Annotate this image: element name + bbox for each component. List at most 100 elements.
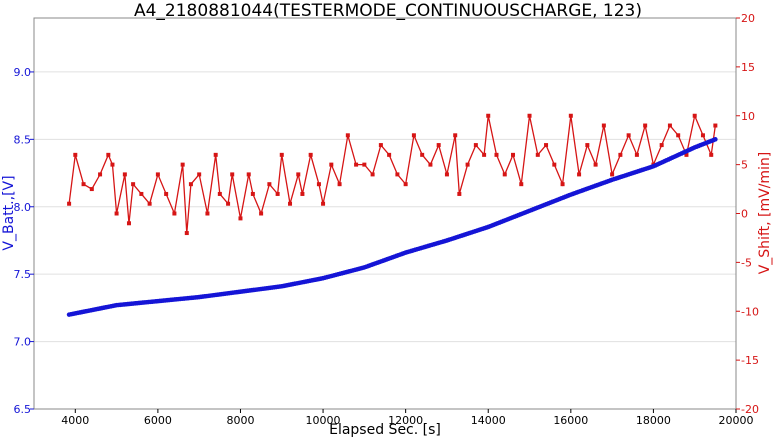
point-v-shift [213,152,218,157]
y-left-tick-label: 8.5 [14,133,32,146]
point-v-shift [473,143,478,148]
point-v-shift [337,182,342,187]
point-v-shift [713,123,718,128]
x-axis-label: Elapsed Sec. [s] [329,422,441,438]
y-left-axis-ticks: 6.5 7.0 7.5 8.0 8.5 9.0 [14,66,34,416]
point-v-shift [527,113,532,118]
point-v-shift [354,162,359,167]
point-v-batt [713,137,718,142]
point-v-shift [519,182,524,187]
point-v-shift [238,216,243,221]
x-tick-label: 16000 [553,414,588,427]
point-v-shift [155,172,160,177]
point-v-shift [98,172,103,177]
series-layer [66,113,718,317]
point-v-shift [250,191,255,196]
point-v-shift [411,133,416,138]
point-v-shift [230,172,235,177]
point-v-shift [465,162,470,167]
point-v-shift [316,182,321,187]
point-v-shift [659,143,664,148]
point-v-shift [593,162,598,167]
point-v-shift [568,113,573,118]
x-tick-label: 4000 [61,414,89,427]
point-v-shift [667,123,672,128]
point-v-shift [106,152,111,157]
point-v-shift [544,143,549,148]
point-v-shift [395,172,400,177]
point-v-shift [296,172,301,177]
point-v-shift [267,182,272,187]
chart-title: A4_2180881044(TESTERMODE_CONTINUOUSCHARG… [134,1,642,21]
y-left-tick-label: 7.5 [14,268,32,281]
y-right-tick-label: -20 [741,403,759,416]
plot-frame [33,17,737,410]
y-right-tick-label: 10 [741,110,755,123]
point-v-shift [494,152,499,157]
point-v-shift [172,211,177,216]
point-v-shift [275,191,280,196]
point-v-shift [288,201,293,206]
point-v-shift [188,182,193,187]
point-v-shift [601,123,606,128]
x-tick-label: 12000 [388,414,423,427]
y-right-tick-label: 0 [741,208,748,221]
point-v-shift [147,201,152,206]
point-v-shift [403,182,408,187]
x-tick-label: 8000 [226,414,254,427]
point-v-shift [560,182,565,187]
x-tick-label: 14000 [471,414,506,427]
point-v-shift [444,172,449,177]
point-v-shift [300,191,305,196]
x-tick-label: 10000 [306,414,341,427]
point-v-shift [486,113,491,118]
point-v-shift [676,133,681,138]
point-v-shift [131,182,136,187]
point-v-shift [700,133,705,138]
y-left-axis-label: V_Batt.,[V] [1,175,17,250]
series-line-v-shift [68,113,716,234]
y-left-tick-label: 9.0 [14,66,32,79]
point-v-shift [692,113,697,118]
point-v-shift [67,201,72,206]
y-right-tick-label: -10 [741,305,759,318]
point-v-shift [246,172,251,177]
y-right-tick-label: -15 [741,354,759,367]
point-v-shift [329,162,334,167]
y-right-axis-ticks: -20 -15 -10 -5 0 5 10 15 20 [736,12,759,416]
point-v-shift [345,133,350,138]
point-v-shift [308,152,313,157]
y-right-tick-label: -5 [741,256,752,269]
point-v-shift [626,133,631,138]
point-v-shift [420,152,425,157]
point-v-shift [428,162,433,167]
grid-layer [34,71,736,410]
point-v-shift [370,172,375,177]
y-right-tick-label: 5 [741,159,748,172]
point-v-shift [502,172,507,177]
point-v-shift [89,187,94,192]
point-v-shift [126,221,131,226]
point-v-shift [535,152,540,157]
point-v-shift [378,143,383,148]
y-right-tick-label: 20 [741,12,755,25]
point-v-shift [618,152,623,157]
point-v-shift [511,152,516,157]
point-v-shift [114,211,119,216]
point-v-shift [643,123,648,128]
point-v-shift [226,201,231,206]
x-tick-label: 20000 [719,414,754,427]
point-v-shift [387,152,392,157]
x-tick-label: 18000 [636,414,671,427]
point-v-shift [684,152,689,157]
point-v-shift [122,172,127,177]
point-v-shift [321,201,326,206]
point-v-shift [436,143,441,148]
point-v-shift [164,191,169,196]
y-right-tick-label: 15 [741,61,755,74]
y-left-tick-label: 6.5 [14,403,32,416]
point-v-shift [205,211,210,216]
point-v-shift [362,162,367,167]
point-v-shift [197,172,202,177]
